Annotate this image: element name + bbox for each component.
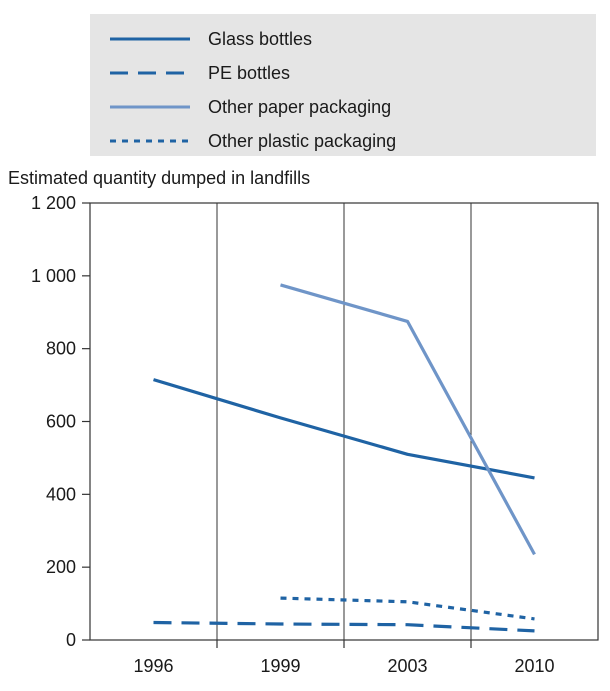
y-tick-label: 0 (66, 630, 76, 650)
x-tick-label: 2003 (387, 656, 427, 676)
y-tick-label: 600 (46, 412, 76, 432)
legend-label: Other plastic packaging (208, 130, 397, 151)
legend-line-dashed-icon (110, 71, 190, 75)
legend-line-dotted-icon (110, 139, 190, 143)
y-tick-label: 1 000 (31, 266, 76, 286)
x-tick-label: 2010 (514, 656, 554, 676)
series-line-other-plastic-packaging (280, 596, 535, 621)
x-tick-label: 1999 (260, 656, 300, 676)
legend-label: Glass bottles (208, 28, 313, 49)
legend-line-solid-icon (110, 37, 190, 41)
legend-item-other-paper-packaging: Other paper packaging (110, 94, 391, 120)
y-axis-label: Estimated quantity dumped in landfills (8, 168, 311, 188)
series-line-other-paper-packaging (280, 283, 536, 556)
y-tick-label: 400 (46, 484, 76, 504)
legend-line-solid-icon (110, 105, 190, 109)
y-tick-label: 1 200 (31, 193, 76, 213)
legend-item-glass-bottles: Glass bottles (110, 26, 312, 52)
chart-legend: Glass bottles PE bottles Other paper pac… (90, 14, 596, 156)
y-tick-label: 800 (46, 339, 76, 359)
legend-item-pe-bottles: PE bottles (110, 60, 290, 86)
legend-label: PE bottles (208, 62, 291, 83)
y-tick-label: 200 (46, 557, 76, 577)
series-line-pe-bottles (153, 620, 535, 633)
series-line-glass-bottles (153, 378, 535, 480)
x-tick-label: 1996 (133, 656, 173, 676)
legend-item-other-plastic-packaging: Other plastic packaging (110, 128, 396, 154)
legend-label: Other paper packaging (208, 96, 392, 117)
